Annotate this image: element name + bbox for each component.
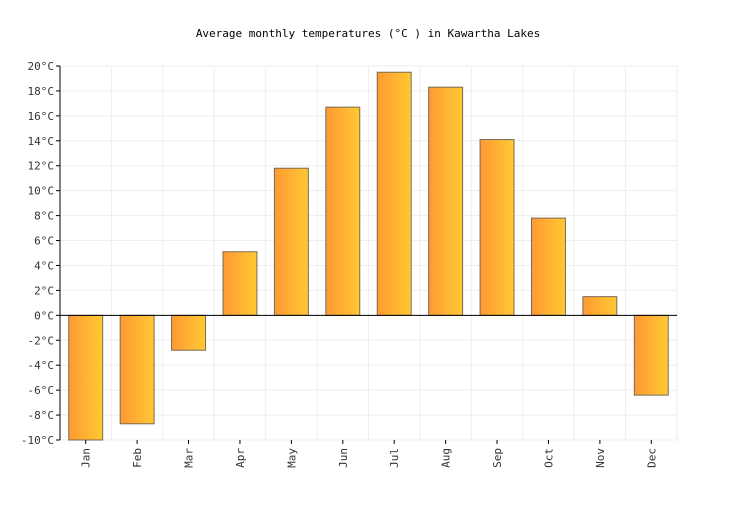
bars bbox=[68, 71, 669, 441]
x-tick-label: Jan bbox=[80, 448, 93, 468]
y-tick-label: 20°C bbox=[28, 60, 55, 73]
y-tick-label: 10°C bbox=[28, 185, 55, 198]
x-tick-label: Mar bbox=[183, 448, 196, 468]
bar-may bbox=[273, 167, 309, 316]
y-tick-label: -4°C bbox=[28, 359, 55, 372]
x-tick-label: Feb bbox=[131, 448, 144, 468]
y-tick-label: -10°C bbox=[21, 434, 54, 447]
x-tick-label: Nov bbox=[594, 448, 607, 468]
y-tick-label: 2°C bbox=[34, 284, 54, 297]
x-tick-label: Dec bbox=[645, 448, 658, 468]
y-tick-label: 4°C bbox=[34, 259, 54, 272]
bar-aug bbox=[428, 86, 464, 316]
bar-feb bbox=[119, 314, 155, 425]
bar-nov bbox=[582, 296, 618, 316]
bar-mar bbox=[171, 314, 207, 351]
y-tick-label: 18°C bbox=[28, 85, 55, 98]
y-tick-label: 12°C bbox=[28, 160, 55, 173]
bar-jun bbox=[325, 106, 361, 316]
y-tick-label: 0°C bbox=[34, 309, 54, 322]
chart-title: Average monthly temperatures (°C ) in Ka… bbox=[195, 27, 541, 40]
y-tick-label: -8°C bbox=[28, 409, 55, 422]
x-tick-label: Jul bbox=[388, 448, 401, 468]
y-tick-label: 14°C bbox=[28, 135, 55, 148]
x-tick-label: Sep bbox=[491, 448, 504, 468]
x-tick-label: May bbox=[285, 448, 298, 468]
x-tick-label: Apr bbox=[234, 448, 247, 468]
y-tick-label: -6°C bbox=[28, 384, 55, 397]
y-tick-label: 8°C bbox=[34, 210, 54, 223]
bar-dec bbox=[633, 314, 669, 396]
x-tick-label: Aug bbox=[440, 448, 453, 468]
bar-apr bbox=[222, 251, 258, 316]
bar-sep bbox=[479, 139, 515, 316]
x-tick-labels: Jan Feb Mar Apr May Jun Jul Aug Sep Oct Nov Dec bbox=[80, 448, 659, 468]
bar-jan bbox=[68, 314, 104, 441]
x-tick-label: Jun bbox=[337, 448, 350, 468]
y-tick-label: 6°C bbox=[34, 235, 54, 248]
y-tick-label: 16°C bbox=[28, 110, 55, 123]
y-tick-label: -2°C bbox=[28, 334, 55, 347]
x-tick-label: Oct bbox=[542, 448, 555, 468]
y-tick-labels: -10°C -8°C -6°C -4°C -2°C 0°C 2°C 4°C 6°C 8°C 10°C… bbox=[21, 60, 54, 447]
bar-jul bbox=[376, 71, 412, 316]
bar-oct bbox=[530, 217, 566, 316]
axes bbox=[56, 65, 677, 444]
